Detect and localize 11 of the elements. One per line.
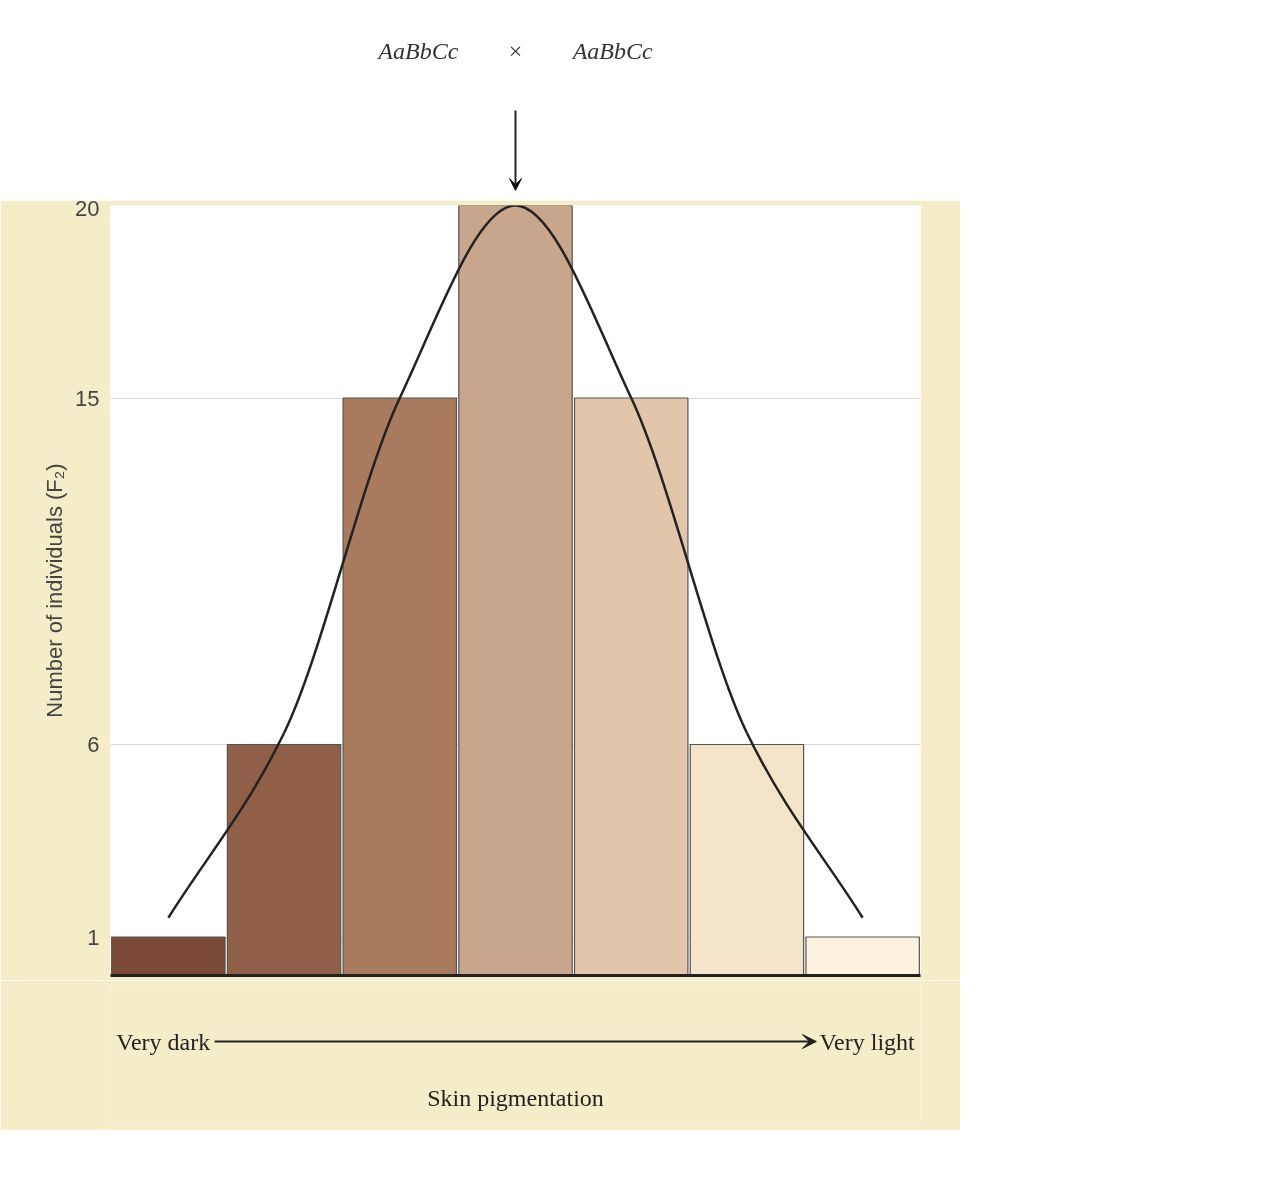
text: Very dark — [116, 1028, 211, 1055]
y-tick-label: 6 — [87, 732, 100, 757]
text: Very light — [819, 1028, 916, 1055]
y-tick-label: 20 — [75, 195, 100, 221]
y-tick-label: 1 — [87, 924, 100, 950]
text: × — [508, 37, 523, 64]
y-axis-title: Number of individuals (F₂) — [42, 463, 68, 718]
text: AaBbCc — [570, 37, 654, 64]
text: AaBbCc — [376, 37, 459, 64]
x-axis-title: Skin pigmentation — [427, 1084, 604, 1111]
y-tick-label: 15 — [75, 385, 100, 411]
